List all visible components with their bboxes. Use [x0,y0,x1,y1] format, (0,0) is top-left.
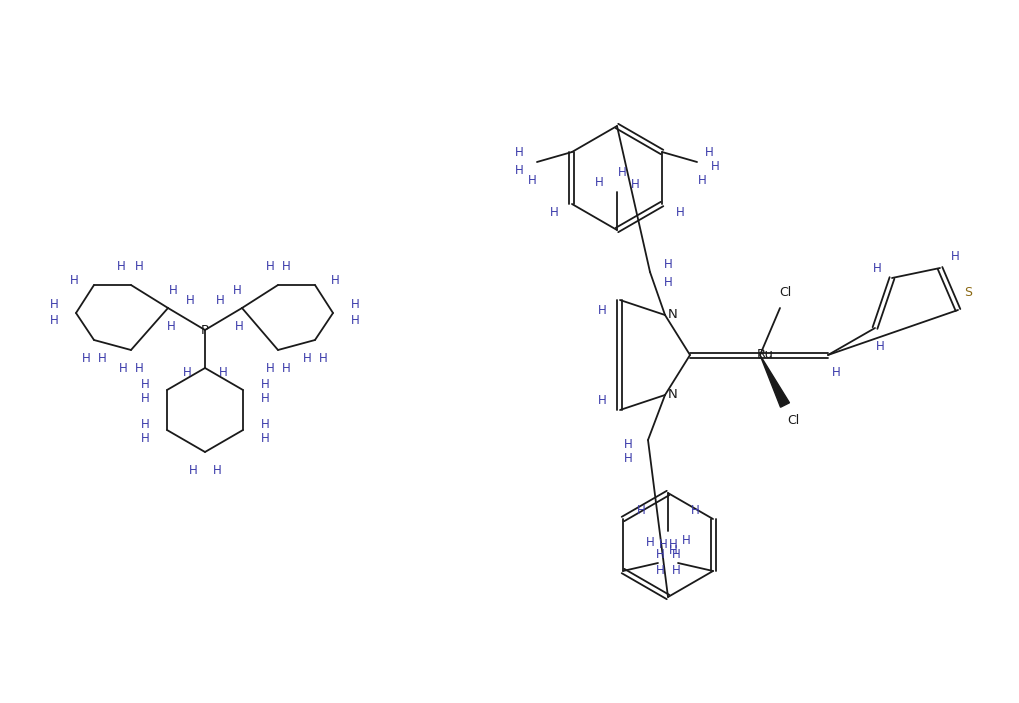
Text: H: H [50,314,58,328]
Text: H: H [630,177,639,191]
Text: H: H [636,505,645,517]
Text: H: H [303,352,311,364]
Text: H: H [232,283,242,297]
Text: H: H [874,340,883,352]
Text: N: N [667,309,678,321]
Text: H: H [261,432,269,444]
Text: H: H [330,273,339,287]
Text: H: H [265,361,274,375]
Text: H: H [265,261,274,273]
Text: Ru: Ru [756,349,772,361]
Text: H: H [597,304,605,316]
Text: H: H [218,366,227,380]
Text: H: H [655,565,663,577]
Text: H: H [872,262,880,274]
Text: H: H [690,505,699,517]
Polygon shape [759,355,789,407]
Text: H: H [135,361,144,375]
Text: H: H [212,463,221,477]
Text: H: H [351,299,359,311]
Text: H: H [281,361,290,375]
Text: H: H [82,352,91,364]
Text: H: H [697,174,706,186]
Text: H: H [351,314,359,328]
Text: H: H [318,352,327,364]
Text: H: H [618,165,626,179]
Text: H: H [515,164,523,176]
Text: H: H [98,352,106,364]
Text: H: H [710,160,718,174]
Text: H: H [69,273,78,287]
Text: H: H [527,174,536,186]
Text: H: H [166,319,175,333]
Text: H: H [261,392,269,404]
Text: H: H [671,565,680,577]
Text: H: H [663,257,672,271]
Text: H: H [135,261,144,273]
Text: N: N [667,389,678,401]
Text: H: H [141,378,149,392]
Text: H: H [668,538,677,551]
Text: H: H [597,394,605,406]
Text: H: H [663,276,672,288]
Text: H: H [950,250,959,262]
Text: H: H [168,283,177,297]
Text: P: P [201,323,209,337]
Text: H: H [830,366,840,380]
Text: Cl: Cl [786,413,798,427]
Text: H: H [623,451,632,465]
Text: H: H [261,378,269,392]
Text: S: S [963,285,971,299]
Text: H: H [281,261,290,273]
Text: H: H [118,361,127,375]
Text: H: H [668,545,677,557]
Text: H: H [189,463,198,477]
Text: H: H [623,439,632,451]
Text: H: H [658,538,666,551]
Text: H: H [681,534,690,548]
Text: H: H [215,293,224,307]
Text: H: H [594,176,603,188]
Text: H: H [261,418,269,432]
Text: H: H [141,432,149,444]
Text: Cl: Cl [779,287,791,299]
Text: H: H [182,366,192,380]
Text: H: H [704,146,712,158]
Text: H: H [141,418,149,432]
Text: H: H [141,392,149,404]
Text: H: H [185,293,195,307]
Text: H: H [50,299,58,311]
Text: H: H [515,146,523,158]
Text: H: H [116,261,125,273]
Text: H: H [234,319,244,333]
Text: H: H [675,205,684,219]
Text: H: H [671,548,680,562]
Text: H: H [655,548,663,562]
Text: H: H [645,536,654,550]
Text: H: H [549,205,557,219]
